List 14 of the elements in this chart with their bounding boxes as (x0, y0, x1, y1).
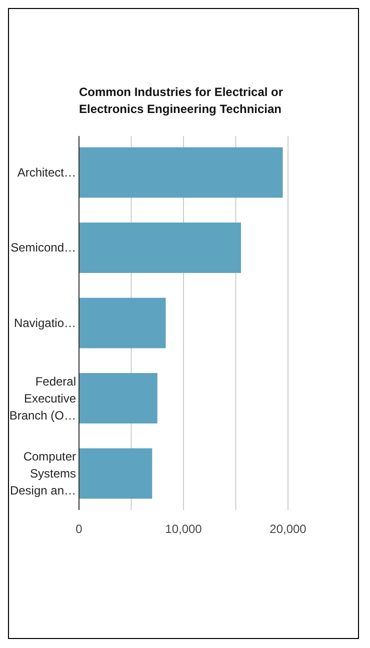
x-tick-label: 10,000 (165, 522, 202, 536)
bar (79, 448, 152, 499)
bar (79, 298, 166, 348)
x-tick-label: 20,000 (270, 522, 307, 536)
bar (79, 373, 158, 424)
y-tick-label: Federal Executive Branch (O… (9, 374, 76, 422)
y-tick-label: Semicond… (10, 240, 76, 255)
bar (79, 222, 241, 273)
chart-title: Common Industries for Electrical or Electronics Engineering Technician (79, 85, 284, 116)
y-tick-label: Computer Systems Design an… (10, 450, 76, 498)
x-tick-label: 0 (76, 522, 83, 536)
bar (79, 147, 283, 198)
y-tick-label: Architect… (17, 165, 76, 180)
y-tick-label: Navigatio… (14, 316, 76, 330)
